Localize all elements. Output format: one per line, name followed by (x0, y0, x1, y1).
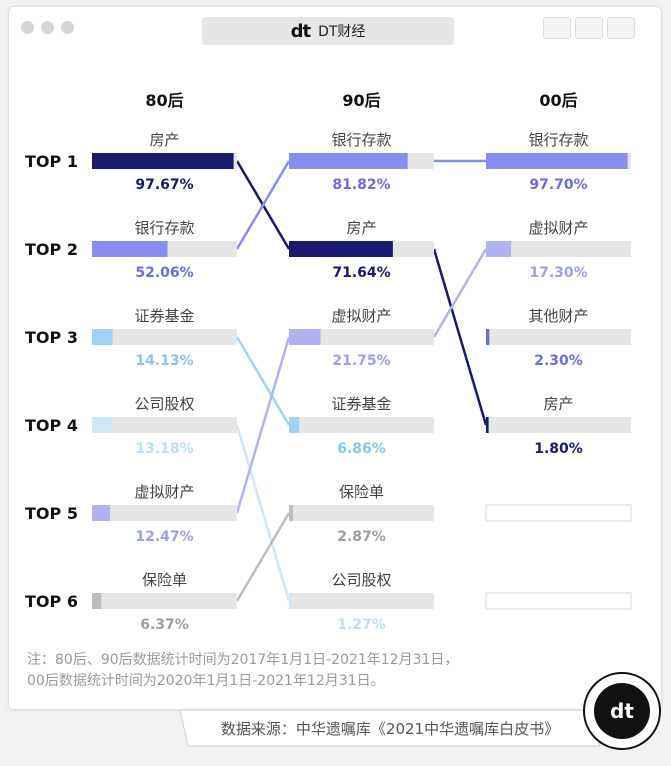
category-label: 证券基金 (134, 307, 194, 325)
bar (289, 417, 299, 433)
value-label: 13.18% (135, 441, 193, 457)
connector-line (235, 160, 291, 250)
value-label: 2.30% (534, 353, 583, 369)
category-label: 公司股权 (134, 395, 194, 413)
category-label: 房产 (149, 131, 179, 149)
bar (92, 153, 234, 169)
value-label: 97.70% (529, 177, 587, 193)
rank-label: TOP 3 (25, 328, 78, 347)
rank-label: TOP 2 (25, 240, 78, 259)
rank-label: TOP 6 (25, 592, 78, 611)
bar-track (92, 593, 237, 609)
bar-track (289, 417, 434, 433)
category-label: 房产 (346, 219, 376, 237)
category-label: 证券基金 (331, 395, 391, 413)
bar (486, 417, 489, 433)
bar (289, 153, 408, 169)
value-label: 97.67% (135, 177, 193, 193)
connector-line (235, 424, 291, 602)
bar (486, 153, 628, 169)
category-label: 保险单 (339, 483, 384, 501)
value-label: 14.13% (135, 353, 193, 369)
title-bar: dt DT财经 (9, 7, 661, 51)
group-header: 00后 (539, 91, 577, 110)
footnote-line-1: 注：80后、90后数据统计时间为2017年1月1日-2021年12月31日， (27, 652, 459, 668)
value-label: 21.75% (332, 353, 390, 369)
category-label: 虚拟财产 (134, 483, 194, 501)
app-window: dt DT财经 (8, 6, 662, 710)
category-label: 房产 (543, 395, 573, 413)
maximize-icon[interactable] (61, 21, 74, 34)
category-label: 银行存款 (528, 131, 588, 149)
bar (92, 329, 113, 345)
source-banner: 数据来源：中华遗嘱库《2021中华遗嘱库白皮书》 (180, 708, 600, 748)
group-header: 80后 (145, 91, 183, 110)
category-label: 银行存款 (331, 131, 391, 149)
connector-line (432, 248, 488, 338)
share-icon[interactable] (575, 17, 603, 39)
connector-line (235, 512, 291, 602)
bar-track (289, 593, 434, 609)
source-banner-shape (180, 709, 600, 747)
connector-line (432, 248, 488, 426)
value-label: 6.86% (337, 441, 386, 457)
dt-badge-icon: dt (594, 683, 650, 739)
value-label: 1.27% (337, 617, 386, 633)
connector-line (235, 336, 291, 514)
connector-line (235, 336, 291, 426)
category-label: 虚拟财产 (528, 219, 588, 237)
empty-slot (485, 592, 632, 610)
bar (92, 505, 111, 521)
bar (486, 241, 512, 257)
close-icon[interactable] (21, 21, 34, 34)
record-icon[interactable] (543, 17, 571, 39)
footnote-line-2: 00后数据统计时间为2020年1月1日-2021年12月31日。 (27, 673, 385, 689)
value-label: 2.87% (337, 529, 386, 545)
value-label: 81.82% (332, 177, 390, 193)
value-label: 52.06% (135, 265, 193, 281)
window-title-text: DT财经 (318, 24, 366, 40)
category-label: 虚拟财产 (331, 307, 391, 325)
bar-track (289, 505, 434, 521)
bar (92, 241, 168, 257)
empty-slot (485, 504, 632, 522)
group-header: 90后 (342, 91, 380, 110)
category-label: 保险单 (142, 571, 187, 589)
bar (289, 593, 292, 609)
bar-track (486, 329, 631, 345)
rank-label: TOP 4 (25, 416, 78, 435)
bar-track (92, 417, 237, 433)
bar-track (486, 241, 631, 257)
bar (92, 593, 102, 609)
value-label: 12.47% (135, 529, 193, 545)
dt-logo-icon: dt (290, 20, 311, 42)
category-label: 银行存款 (134, 219, 194, 237)
value-label: 71.64% (332, 265, 390, 281)
bar (289, 329, 321, 345)
value-label: 17.30% (529, 265, 587, 281)
bar (92, 417, 112, 433)
bar (486, 329, 490, 345)
dt-badge: dt (583, 672, 661, 750)
source-text: 数据来源：中华遗嘱库《2021中华遗嘱库白皮书》 (220, 719, 560, 738)
value-label: 6.37% (140, 617, 189, 633)
bar (289, 241, 393, 257)
window-icon[interactable] (607, 17, 635, 39)
rank-label: TOP 1 (25, 152, 78, 171)
category-label: 其他财产 (528, 307, 588, 325)
bar-track (289, 329, 434, 345)
bar-track (92, 329, 237, 345)
footnote: 注：80后、90后数据统计时间为2017年1月1日-2021年12月31日， 0… (27, 650, 458, 692)
minimize-icon[interactable] (41, 21, 54, 34)
value-label: 1.80% (534, 441, 583, 457)
bar (289, 505, 294, 521)
category-label: 公司股权 (331, 571, 391, 589)
bar-track (486, 417, 631, 433)
bar-track (92, 505, 237, 521)
rank-label: TOP 5 (25, 504, 78, 523)
window-title: dt DT财经 (202, 17, 454, 45)
